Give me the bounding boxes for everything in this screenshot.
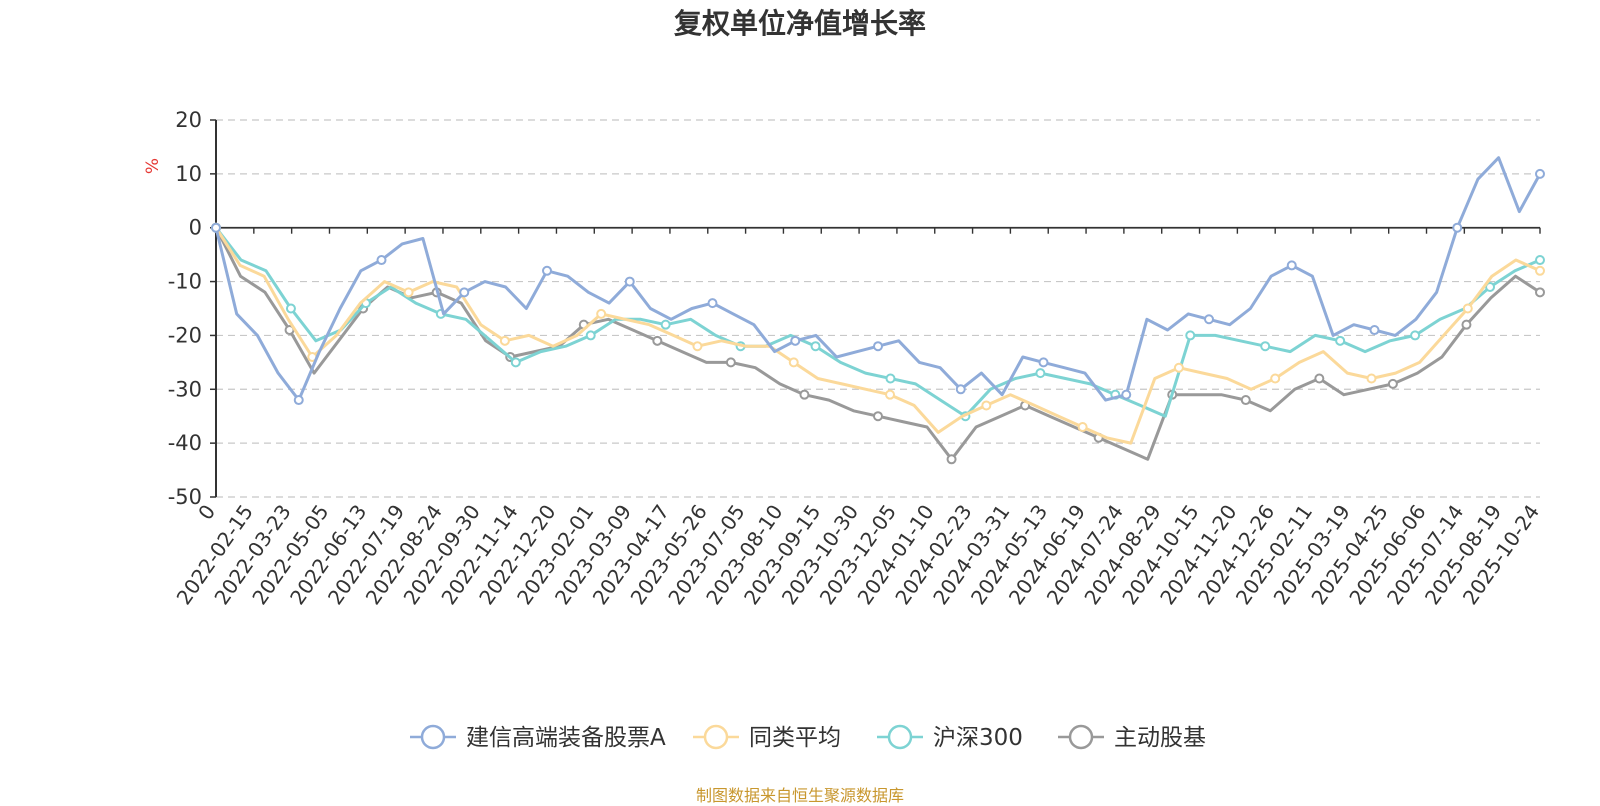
legend-item: 建信高端装备股票A	[410, 724, 666, 751]
legend-label: 主动股基	[1114, 725, 1206, 751]
legend-swatch-marker	[1068, 724, 1094, 750]
data-point	[499, 335, 510, 346]
legend-item: 沪深300	[877, 724, 1023, 751]
data-point	[1366, 373, 1377, 384]
data-point	[1535, 255, 1545, 266]
data-point	[459, 287, 470, 298]
data-point	[510, 357, 521, 368]
data-point	[799, 389, 810, 400]
y-tick-label: 20	[175, 108, 202, 132]
legend-label: 建信高端装备股票A	[466, 725, 666, 751]
data-point	[652, 335, 663, 346]
series-lines	[211, 156, 1545, 465]
legend-label: 沪深300	[933, 725, 1023, 751]
legend-item: 同类平均	[693, 724, 841, 751]
data-point	[1121, 389, 1132, 400]
data-point	[1270, 373, 1281, 384]
data-point	[1452, 222, 1463, 233]
data-point	[692, 341, 703, 352]
data-source-note: 制图数据来自恒生聚源数据库	[695, 786, 904, 805]
data-point	[885, 389, 896, 400]
data-point	[707, 298, 718, 309]
data-point	[1535, 168, 1545, 179]
legend-swatch-marker	[703, 724, 729, 750]
data-point	[1535, 265, 1545, 276]
line-chart: 20 10 0 -10 -20 -30 -40 -50% 02022-02-152022-03…	[143, 108, 1545, 751]
data-point	[946, 454, 957, 465]
legend-item: 主动股基	[1058, 724, 1206, 751]
data-point	[885, 373, 896, 384]
data-point	[1369, 325, 1380, 336]
data-point	[542, 265, 552, 276]
legend-swatch-marker	[420, 724, 446, 750]
data-point	[293, 395, 304, 406]
data-point	[810, 341, 821, 352]
data-point	[1038, 357, 1049, 368]
y-axis: 20 10 0 -10 -20 -30 -40 -50%	[143, 108, 217, 509]
data-point	[955, 384, 966, 395]
data-point	[624, 276, 635, 287]
legend-label: 同类平均	[749, 725, 841, 751]
data-point	[873, 341, 883, 352]
data-point	[1185, 330, 1196, 341]
data-point	[1173, 362, 1184, 373]
data-point	[1240, 395, 1251, 406]
y-tick-label: -50	[168, 485, 202, 509]
legend-swatch-marker	[887, 724, 913, 750]
data-point	[873, 411, 883, 422]
data-point	[1535, 287, 1545, 298]
data-point	[1462, 303, 1473, 314]
data-point	[596, 308, 607, 319]
data-point	[211, 222, 221, 233]
data-point	[1286, 260, 1297, 271]
y-tick-label: 0	[189, 216, 202, 240]
data-point	[1461, 319, 1472, 330]
y-axis-unit: %	[143, 158, 163, 174]
data-point	[1077, 421, 1088, 432]
data-point	[1314, 373, 1325, 384]
data-point	[1335, 335, 1346, 346]
data-point	[1204, 314, 1214, 325]
chart-title: 复权单位净值增长率	[673, 7, 926, 40]
data-point	[788, 357, 799, 368]
y-tick-label: -20	[168, 323, 202, 347]
x-axis: 02022-02-152022-03-232022-05-052022-06-1…	[172, 226, 1544, 609]
data-point	[1485, 281, 1496, 292]
data-point	[285, 303, 296, 314]
y-tick-label: -10	[168, 270, 202, 294]
data-point	[403, 287, 414, 298]
y-tick-label: -30	[168, 377, 202, 401]
data-point	[376, 255, 387, 266]
series-line	[214, 156, 1542, 402]
y-tick-label: 10	[175, 162, 202, 186]
series-line	[214, 226, 1541, 418]
data-point	[1035, 368, 1046, 379]
grid-lines	[216, 119, 1540, 498]
data-point	[585, 330, 596, 341]
data-point	[660, 319, 671, 330]
y-tick-label: -40	[168, 431, 202, 455]
legend: 建信高端装备股票A 同类平均 沪深300 主动股基	[410, 724, 1206, 751]
x-tick-label: 0	[193, 500, 220, 524]
data-point	[1410, 330, 1421, 341]
data-point	[725, 357, 736, 368]
data-point	[1387, 378, 1398, 389]
data-point	[981, 400, 992, 411]
data-point	[790, 335, 801, 346]
data-point	[1260, 341, 1271, 352]
series-line	[214, 226, 1541, 445]
